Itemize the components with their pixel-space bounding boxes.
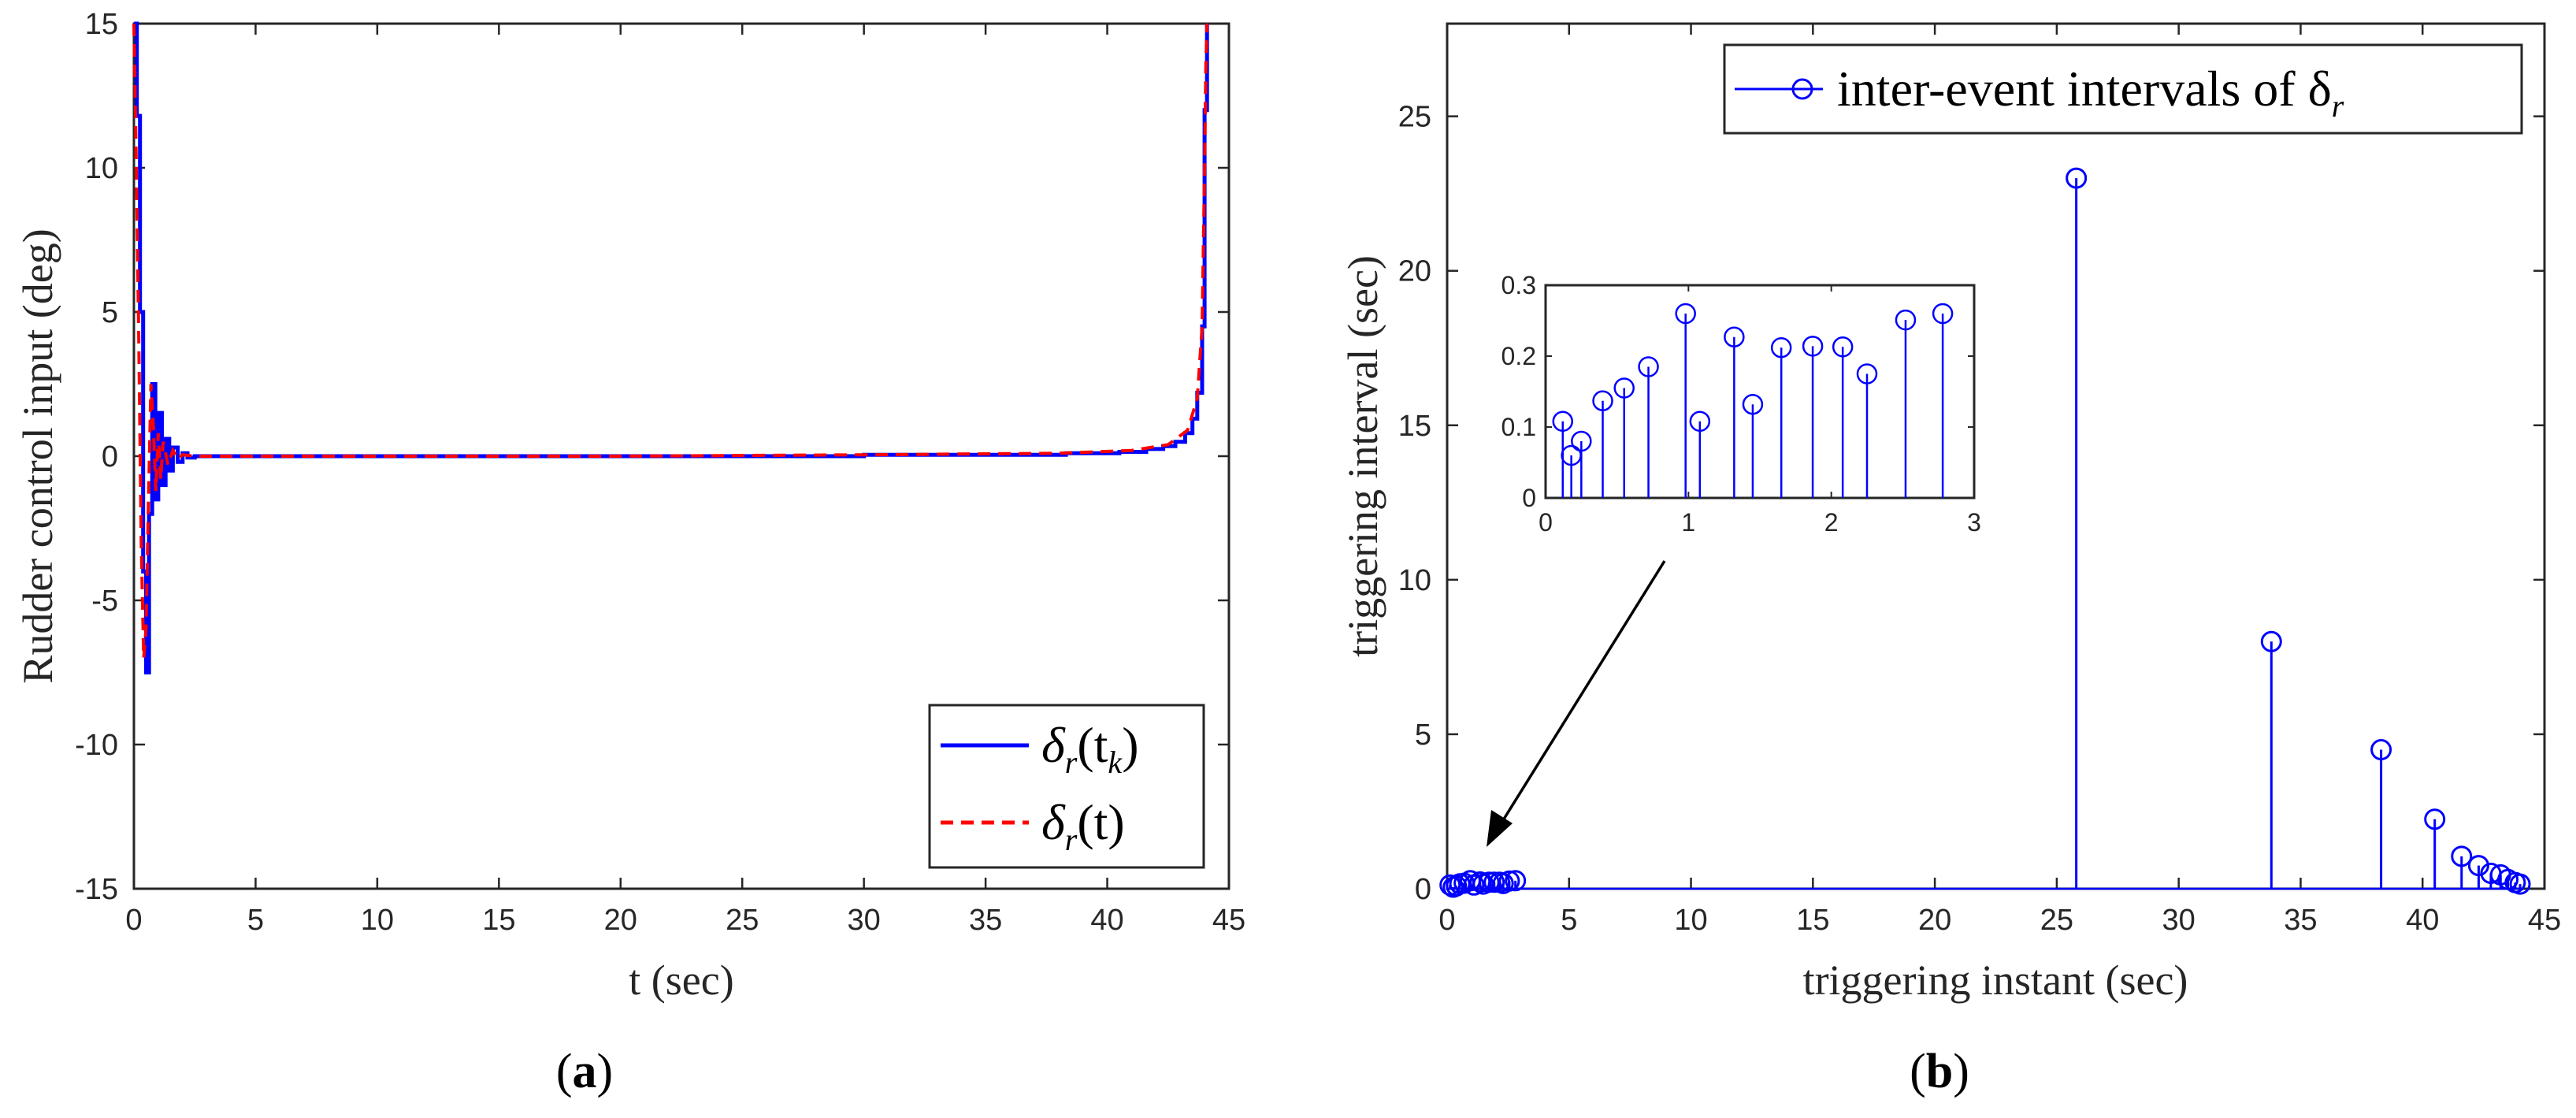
0-ytick-label: -5 xyxy=(91,585,118,618)
panel-b-ylabel: triggering interval (sec) xyxy=(1339,255,1386,657)
1-ytick-label: 15 xyxy=(1398,410,1431,443)
1-ytick-label: 5 xyxy=(1415,719,1431,752)
stem-marker xyxy=(2509,873,2531,895)
panel-a-legend-box xyxy=(928,704,1205,869)
inset-axes-box xyxy=(1544,284,1976,500)
legend-swatch-intervals-marker xyxy=(1791,78,1813,100)
1-ytick-label: 20 xyxy=(1398,255,1431,288)
inset-ticks: 0 1 2 3 0 0.1 0.2 0.3 xyxy=(1501,271,1981,537)
0-xtick-label: 45 xyxy=(1212,904,1245,937)
panel-a-caption: (a) xyxy=(556,1045,613,1098)
inset-stem-marker xyxy=(1689,410,1711,433)
stem-marker xyxy=(2467,855,2489,877)
legend-label-delta-r-tk: δr(tk) xyxy=(1041,717,1139,780)
1-ytick-label: 0 xyxy=(1415,873,1431,906)
stem-marker xyxy=(1483,871,1505,893)
panel-a-ylabel: Rudder control input (deg) xyxy=(14,228,61,683)
inset-stem-marker xyxy=(1613,377,1635,399)
1-xtick-label: 45 xyxy=(2528,904,2561,937)
stem-marker xyxy=(2451,845,2473,867)
inset-ytick-label: 0.2 xyxy=(1501,342,1536,370)
panel-b-xlabel: triggering instant (sec) xyxy=(1803,956,2188,1004)
0-ytick-label: 0 xyxy=(102,440,118,474)
inset-stem-marker xyxy=(1638,356,1659,377)
panel-b-legend: inter-event intervals of δr xyxy=(1723,43,2523,135)
inset-stem-marker xyxy=(1552,410,1574,433)
inset-ytick-label: 0.3 xyxy=(1501,271,1536,299)
1-xtick-label: 20 xyxy=(1918,904,1951,937)
1-xtick-label: 10 xyxy=(1674,904,1707,937)
series-delta-r-t-line xyxy=(132,23,1209,659)
1-xtick-label: 0 xyxy=(1438,904,1455,937)
0-xtick-label: 35 xyxy=(969,904,1002,937)
1-xtick-label: 5 xyxy=(1561,904,1577,937)
legend-label-delta-r-t: δr(t) xyxy=(1041,794,1125,857)
inset-stems xyxy=(1552,303,1954,498)
0-xtick-label: 10 xyxy=(361,904,394,937)
inset-xtick-label: 0 xyxy=(1539,508,1553,537)
legend-label-intervals: inter-event intervals of δr xyxy=(1837,61,2344,124)
panel-a-lines xyxy=(132,21,1209,674)
inset-stem-marker xyxy=(1856,363,1878,384)
0-ytick-label: -15 xyxy=(75,873,118,906)
panel-a-xlabel: t (sec) xyxy=(629,956,733,1004)
0-xtick-label: 40 xyxy=(1090,904,1123,937)
panel-b-caption: (b) xyxy=(1910,1045,1969,1098)
inset-xtick-label: 2 xyxy=(1824,508,1839,537)
1-xtick-label: 35 xyxy=(2284,904,2317,937)
0-xtick-label: 30 xyxy=(848,904,881,937)
stem-marker xyxy=(2424,808,2446,830)
panel-b-stems xyxy=(1439,167,2531,898)
inset-xtick-label: 1 xyxy=(1681,508,1695,537)
panel-b-legend-box xyxy=(1723,43,2523,135)
inset-stem-marker xyxy=(1895,309,1917,331)
inset-stem-marker xyxy=(1742,393,1764,415)
1-ytick-label: 25 xyxy=(1398,101,1431,134)
inset-xtick-label: 3 xyxy=(1967,508,1981,537)
1-xtick-label: 40 xyxy=(2406,904,2439,937)
inset-stem-marker xyxy=(1802,336,1824,357)
1-xtick-label: 15 xyxy=(1796,904,1829,937)
stem-marker xyxy=(1505,870,1527,892)
0-ytick-label: -10 xyxy=(75,729,118,762)
inset-ytick-label: 0.1 xyxy=(1501,413,1536,441)
panel-a-legend: δr(tk) δr(t) xyxy=(928,704,1205,869)
stem-marker xyxy=(2066,167,2088,189)
0-xtick-label: 25 xyxy=(726,904,759,937)
inset-stem-marker xyxy=(1571,430,1592,452)
inset-stem-marker xyxy=(1724,326,1745,347)
inset-stem-marker xyxy=(1770,336,1792,358)
inset-stem-marker xyxy=(1932,303,1954,325)
inset-stem-marker xyxy=(1592,390,1613,411)
inset-arrow-head xyxy=(1487,810,1513,847)
stem-marker xyxy=(2370,739,2392,761)
stem-marker xyxy=(1498,870,1520,892)
0-ytick-label: 5 xyxy=(102,296,118,329)
inset-stem-marker xyxy=(1675,303,1696,325)
stem-marker xyxy=(2260,630,2282,652)
0-xtick-label: 5 xyxy=(247,904,264,937)
0-xtick-label: 20 xyxy=(604,904,637,937)
panel-b-inset: 0 1 2 3 0 0.1 0.2 0.3 xyxy=(1501,271,1981,537)
inset-stem-marker xyxy=(1832,336,1854,358)
1-xtick-label: 30 xyxy=(2162,904,2196,937)
0-ytick-label: 10 xyxy=(85,152,118,185)
series-delta-r-tk-line xyxy=(134,21,1209,674)
0-xtick-label: 15 xyxy=(482,904,515,937)
inset-arrow xyxy=(1487,560,1666,847)
panel-a: 0 5 10 15 20 25 30 35 40 45 -15 -10 -5 0 5 10 15 t (sec)… xyxy=(14,8,1245,1098)
1-xtick-label: 25 xyxy=(2040,904,2073,937)
0-ytick-label: 15 xyxy=(85,8,118,41)
inset-arrow-shaft xyxy=(1495,560,1666,831)
1-ytick-label: 10 xyxy=(1398,564,1431,597)
panel-a-ticks: 0 5 10 15 20 25 30 35 40 45 -15 -10 -5 0 5 10 15 xyxy=(75,8,1245,937)
0-xtick-label: 0 xyxy=(125,904,142,937)
inset-ytick-label: 0 xyxy=(1522,484,1536,512)
